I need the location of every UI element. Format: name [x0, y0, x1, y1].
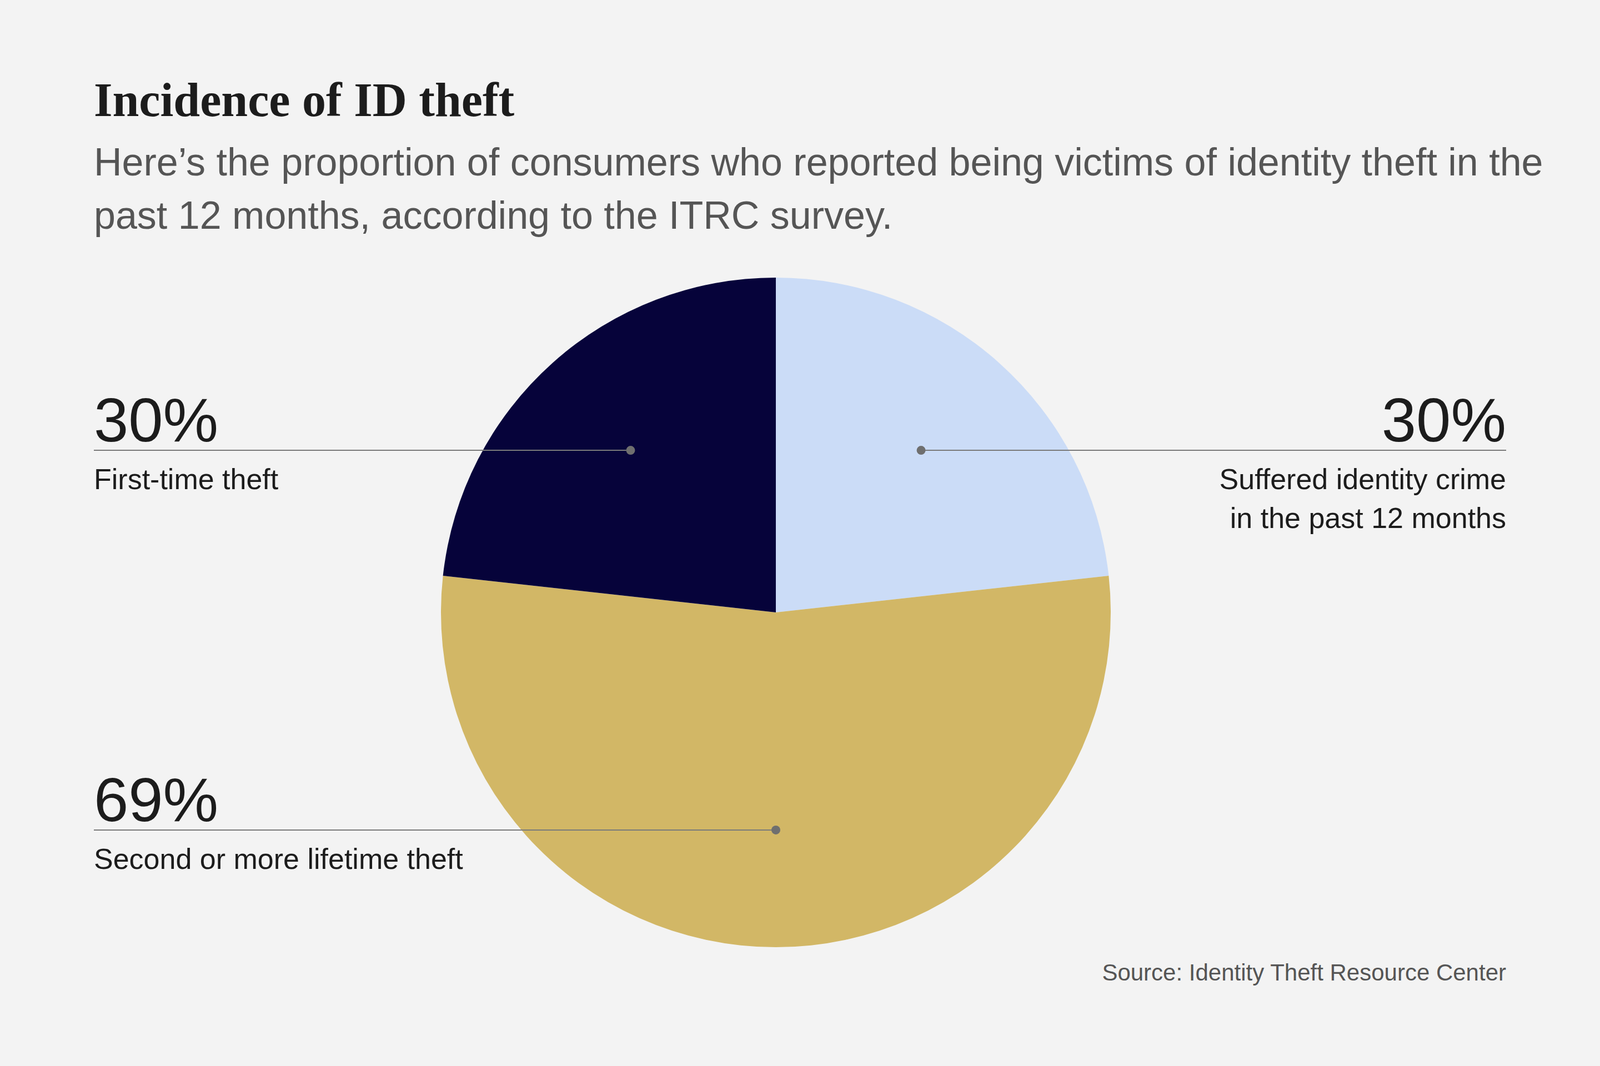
html-text:Here’s the proportion of consu: Here’s the proportion of consumers who r… [93, 140, 1544, 238]
html-text:Incidence of ID theft: Incidence of ID theft [93, 73, 515, 127]
html-text:Source: Identity Theft Resourc: Source: Identity Theft Resource Center [1102, 959, 1507, 986]
svg-text:30%: 30% [93, 385, 219, 455]
svg-text:in the past 12 months: in the past 12 months [1230, 502, 1507, 535]
svg-text:30%: 30% [1381, 385, 1507, 455]
svg-text:Second or more lifetime theft: Second or more lifetime theft [93, 843, 464, 876]
svg-text:69%: 69% [93, 765, 219, 835]
svg-text:First-time theft: First-time theft [93, 463, 279, 496]
svg-text:Suffered identity crime: Suffered identity crime [1219, 463, 1507, 496]
